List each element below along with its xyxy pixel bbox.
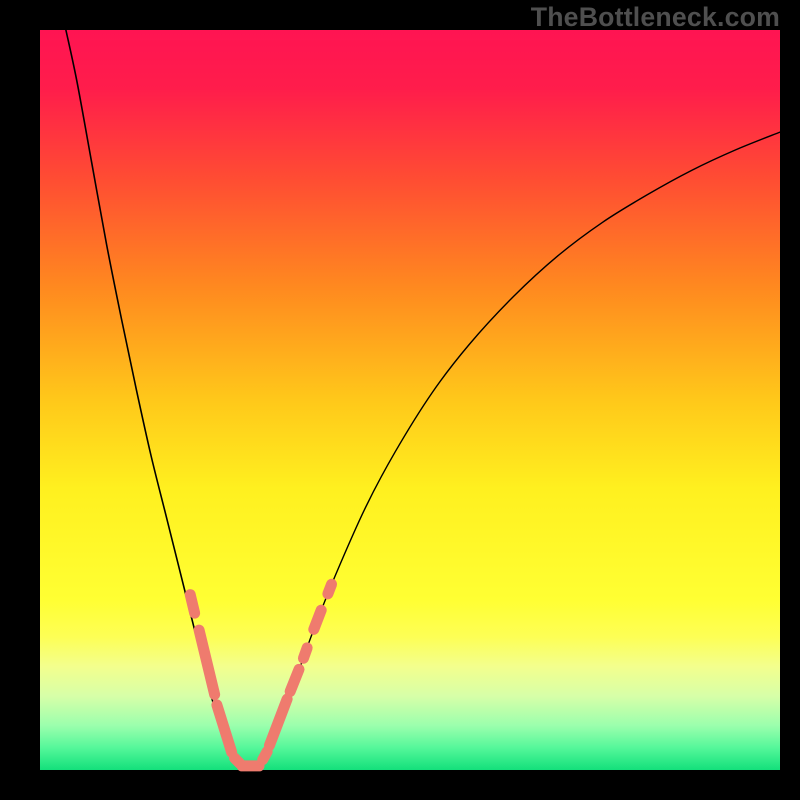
curve-left: [66, 30, 247, 768]
marker-segment: [314, 610, 321, 629]
marker-segment: [217, 705, 232, 752]
marker-segment: [328, 584, 332, 594]
marker-segment: [303, 648, 307, 658]
frame-border: [0, 0, 40, 800]
marker-segment: [290, 669, 299, 691]
chart-svg: [40, 30, 780, 770]
marker-segment: [263, 752, 267, 760]
watermark-text: TheBottleneck.com: [531, 2, 780, 33]
plot-area: [40, 30, 780, 770]
marker-segment: [199, 630, 215, 694]
marker-segment: [269, 699, 287, 746]
frame-border: [780, 0, 800, 800]
marker-segment: [190, 595, 194, 614]
frame-border: [0, 770, 800, 800]
curve-right: [255, 132, 780, 768]
